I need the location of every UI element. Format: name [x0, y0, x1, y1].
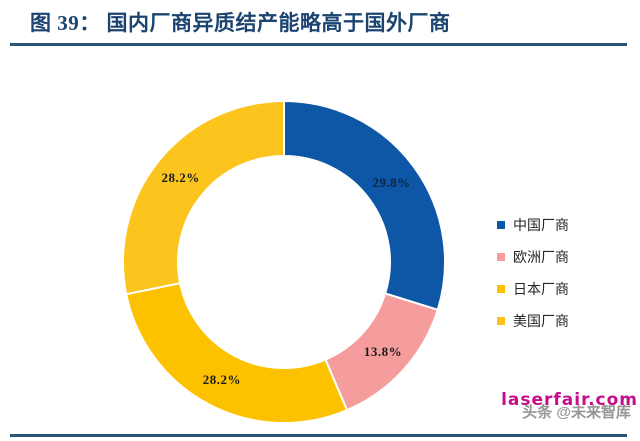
legend-swatch-japan — [497, 285, 505, 293]
donut-slice-2 — [125, 282, 349, 424]
legend-label-japan: 日本厂商 — [513, 283, 569, 298]
legend-label-europe: 欧洲厂商 — [513, 251, 569, 266]
legend-item-china: 中国厂商 — [497, 215, 569, 235]
legend-label-china: 中国厂商 — [513, 219, 569, 234]
bottom-border-line — [10, 434, 627, 437]
byline-watermark: 头条 @未来智库 — [522, 404, 631, 421]
legend-swatch-usa — [497, 317, 505, 325]
figure-title: 图 39： 国内厂商异质结产能略高于国外厂商 — [30, 11, 451, 35]
legend-swatch-europe — [497, 253, 505, 261]
site-watermark: laserfair.com — [501, 390, 638, 410]
legend-label-usa: 美国厂商 — [513, 315, 569, 330]
chart-legend: 中国厂商 欧洲厂商 日本厂商 美国厂商 — [497, 215, 569, 331]
donut-slice-3 — [122, 100, 285, 296]
donut-slice-0 — [283, 100, 446, 311]
slice-percentage-label-2: 28.2% — [202, 372, 242, 388]
legend-item-japan: 日本厂商 — [497, 279, 569, 299]
slice-percentage-label-1: 13.8% — [363, 343, 403, 359]
legend-item-europe: 欧洲厂商 — [497, 247, 569, 267]
donut-rings — [122, 100, 446, 424]
slice-percentage-label-3: 28.2% — [161, 169, 200, 185]
slice-percentage-label-0: 29.8% — [372, 174, 411, 190]
title-underline — [10, 43, 627, 46]
legend-item-usa: 美国厂商 — [497, 311, 569, 331]
legend-swatch-china — [497, 221, 505, 229]
